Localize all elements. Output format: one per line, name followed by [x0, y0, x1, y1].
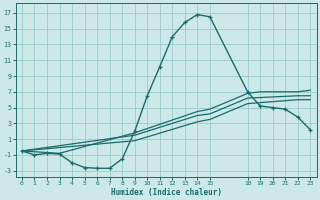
X-axis label: Humidex (Indice chaleur): Humidex (Indice chaleur) — [111, 188, 221, 197]
